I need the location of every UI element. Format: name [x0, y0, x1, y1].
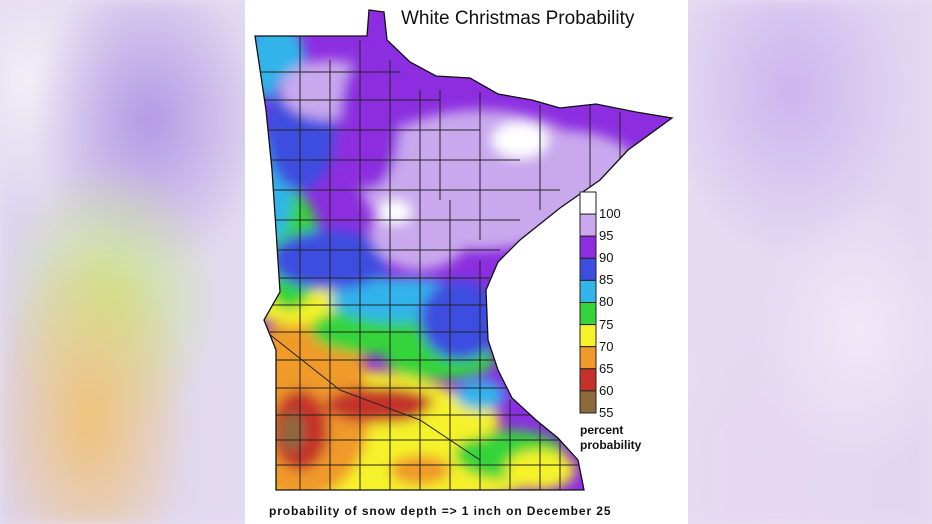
- legend-caption-line2: probability: [580, 438, 642, 452]
- legend-swatch-90: [579, 235, 597, 259]
- legend-swatch-100: [579, 191, 597, 215]
- legend-label-75: 75: [599, 316, 614, 332]
- legend-label-90: 90: [599, 250, 614, 266]
- legend-label-80: 80: [599, 294, 614, 310]
- legend-label-85: 85: [599, 272, 614, 288]
- legend-label-65: 65: [599, 360, 614, 376]
- legend-swatch-85: [579, 257, 597, 281]
- county-lines: [255, 36, 621, 490]
- legend-swatch-70: [579, 324, 597, 348]
- legend-label-95: 95: [599, 228, 614, 244]
- legend-caption-line1: percent: [580, 423, 624, 437]
- legend-swatch-55: [579, 390, 597, 414]
- footer-note: probability of snow depth => 1 inch on D…: [269, 504, 612, 518]
- legend-label-70: 70: [599, 338, 614, 354]
- legend-swatch-75: [579, 302, 597, 326]
- legend-swatch-65: [579, 346, 597, 370]
- legend-caption: percent probability: [580, 423, 670, 453]
- legend-bar: [579, 191, 597, 414]
- legend-swatch-95: [579, 213, 597, 237]
- legend-swatch-60: [579, 368, 597, 392]
- legend-swatch-80: [579, 279, 597, 303]
- legend-label-100: 100: [599, 206, 621, 221]
- map-title: White Christmas Probability: [401, 8, 635, 29]
- legend-label-60: 60: [599, 382, 614, 398]
- state-outline: [254, 9, 674, 491]
- legend-label-55: 55: [599, 404, 614, 420]
